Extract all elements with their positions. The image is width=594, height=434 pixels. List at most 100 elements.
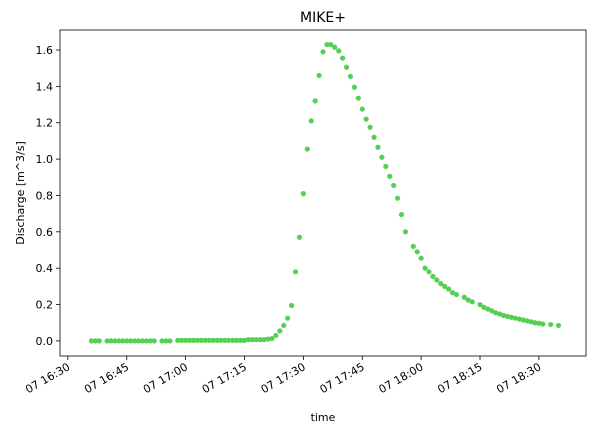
data-point bbox=[92, 338, 98, 344]
data-point bbox=[104, 338, 110, 344]
data-point bbox=[324, 41, 330, 48]
data-point bbox=[222, 337, 228, 343]
data-point bbox=[186, 337, 193, 343]
data-point bbox=[175, 337, 181, 343]
y-tick-label: 0.6 bbox=[36, 226, 54, 239]
y-tick-label: 0.4 bbox=[36, 262, 54, 275]
plot-frame bbox=[59, 29, 587, 357]
data-point bbox=[292, 269, 299, 275]
data-point bbox=[210, 337, 216, 343]
data-point bbox=[371, 134, 377, 140]
data-point bbox=[528, 319, 534, 325]
data-point bbox=[120, 338, 126, 344]
data-point bbox=[139, 338, 146, 344]
data-point bbox=[96, 338, 102, 344]
y-axis: 0.0 0.2 0.4 0.6 0.8 1.0 1.2 1.4 1.6 bbox=[36, 44, 60, 348]
data-point bbox=[532, 320, 538, 326]
data-point bbox=[198, 337, 204, 343]
data-point bbox=[277, 328, 283, 334]
data-point bbox=[500, 312, 507, 319]
data-point bbox=[426, 269, 432, 275]
data-point bbox=[249, 337, 255, 343]
data-point bbox=[183, 337, 189, 343]
data-point bbox=[430, 273, 436, 279]
x-tick-label: 07 18:00 bbox=[377, 360, 426, 396]
data-point bbox=[410, 243, 416, 249]
data-point bbox=[343, 64, 350, 70]
data-point bbox=[241, 337, 248, 343]
data-point bbox=[336, 48, 342, 54]
data-point bbox=[465, 297, 471, 303]
data-point bbox=[234, 337, 240, 343]
data-point bbox=[143, 338, 149, 344]
data-point bbox=[179, 337, 185, 343]
x-axis: 07 16:30 07 16:45 07 17:00 07 17:15 07 17:30… bbox=[23, 356, 543, 396]
data-point bbox=[520, 317, 526, 323]
data-point bbox=[206, 337, 212, 343]
data-point bbox=[398, 211, 405, 218]
data-point bbox=[312, 98, 318, 104]
data-point bbox=[555, 322, 562, 329]
data-point bbox=[308, 118, 314, 124]
data-point bbox=[300, 191, 306, 197]
data-point bbox=[116, 338, 122, 344]
data-point bbox=[167, 338, 173, 344]
data-point bbox=[477, 301, 483, 308]
data-point bbox=[320, 49, 326, 55]
data-point bbox=[261, 337, 267, 343]
data-point bbox=[257, 337, 263, 343]
x-tick-label: 07 16:45 bbox=[82, 360, 131, 396]
data-point bbox=[351, 84, 358, 90]
data-point bbox=[202, 337, 208, 343]
data-point bbox=[493, 310, 499, 316]
data-point bbox=[524, 318, 530, 324]
y-tick-label: 1.2 bbox=[36, 117, 54, 130]
data-point bbox=[135, 338, 142, 344]
data-point bbox=[422, 265, 428, 271]
data-point bbox=[414, 249, 420, 255]
y-tick-label: 1.4 bbox=[36, 80, 54, 93]
data-point bbox=[237, 337, 244, 343]
x-axis-label: time bbox=[311, 411, 336, 424]
data-point bbox=[159, 338, 165, 344]
data-point bbox=[481, 304, 487, 310]
data-point bbox=[218, 337, 224, 343]
data-point bbox=[108, 338, 114, 344]
data-point bbox=[363, 116, 369, 122]
data-point bbox=[469, 299, 475, 305]
y-tick-label: 0.0 bbox=[36, 335, 54, 348]
data-point bbox=[281, 322, 287, 329]
x-tick-label: 07 17:00 bbox=[141, 360, 190, 396]
data-point bbox=[131, 338, 138, 344]
data-point bbox=[394, 195, 401, 201]
data-point bbox=[375, 144, 381, 150]
data-point bbox=[442, 283, 448, 289]
x-tick-label: 07 17:15 bbox=[200, 360, 249, 396]
data-point bbox=[383, 163, 389, 169]
data-point bbox=[190, 337, 197, 343]
data-point bbox=[245, 337, 252, 343]
x-tick-label: 07 18:30 bbox=[494, 360, 543, 396]
data-point bbox=[347, 73, 354, 79]
data-point bbox=[214, 337, 220, 343]
data-point bbox=[296, 234, 303, 240]
data-point bbox=[536, 320, 542, 326]
data-point bbox=[230, 337, 236, 343]
data-point bbox=[548, 321, 554, 328]
y-tick-label: 1.0 bbox=[36, 153, 54, 166]
data-point bbox=[316, 72, 322, 79]
data-point bbox=[387, 173, 393, 179]
data-point bbox=[265, 336, 271, 342]
data-point bbox=[512, 315, 518, 321]
data-point bbox=[367, 124, 373, 130]
y-axis-label: Discharge [m^3/s] bbox=[14, 141, 27, 245]
data-point bbox=[332, 44, 338, 50]
data-point bbox=[163, 338, 169, 344]
data-point bbox=[194, 337, 200, 343]
data-point bbox=[504, 313, 511, 319]
y-tick-label: 1.6 bbox=[36, 44, 54, 57]
data-point bbox=[288, 302, 295, 309]
data-point bbox=[485, 306, 491, 312]
data-point bbox=[355, 95, 361, 101]
